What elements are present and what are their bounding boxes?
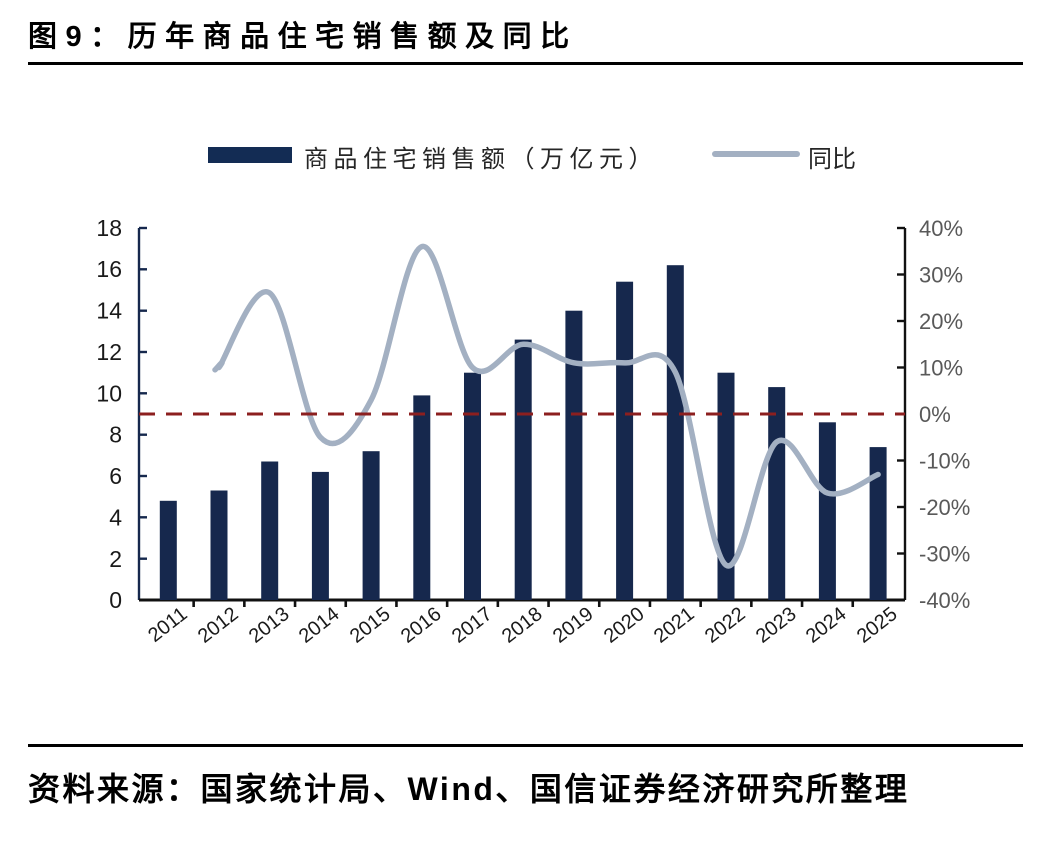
svg-text:10: 10 xyxy=(96,381,122,407)
svg-text:8: 8 xyxy=(109,422,122,448)
svg-text:-10%: -10% xyxy=(919,449,970,474)
svg-text:2: 2 xyxy=(109,546,122,572)
svg-text:14: 14 xyxy=(96,298,122,324)
svg-text:40%: 40% xyxy=(919,216,963,241)
svg-text:0%: 0% xyxy=(919,402,951,427)
svg-text:16: 16 xyxy=(96,256,122,282)
svg-text:0: 0 xyxy=(109,587,122,613)
svg-text:6: 6 xyxy=(109,463,122,489)
svg-text:30%: 30% xyxy=(919,263,963,288)
svg-text:-20%: -20% xyxy=(919,495,970,520)
svg-text:-30%: -30% xyxy=(919,542,970,567)
svg-text:-40%: -40% xyxy=(919,588,970,613)
svg-text:12: 12 xyxy=(96,339,122,365)
svg-text:4: 4 xyxy=(109,505,122,531)
svg-text:18: 18 xyxy=(96,215,122,241)
svg-text:10%: 10% xyxy=(919,356,963,381)
svg-text:20%: 20% xyxy=(919,309,963,334)
